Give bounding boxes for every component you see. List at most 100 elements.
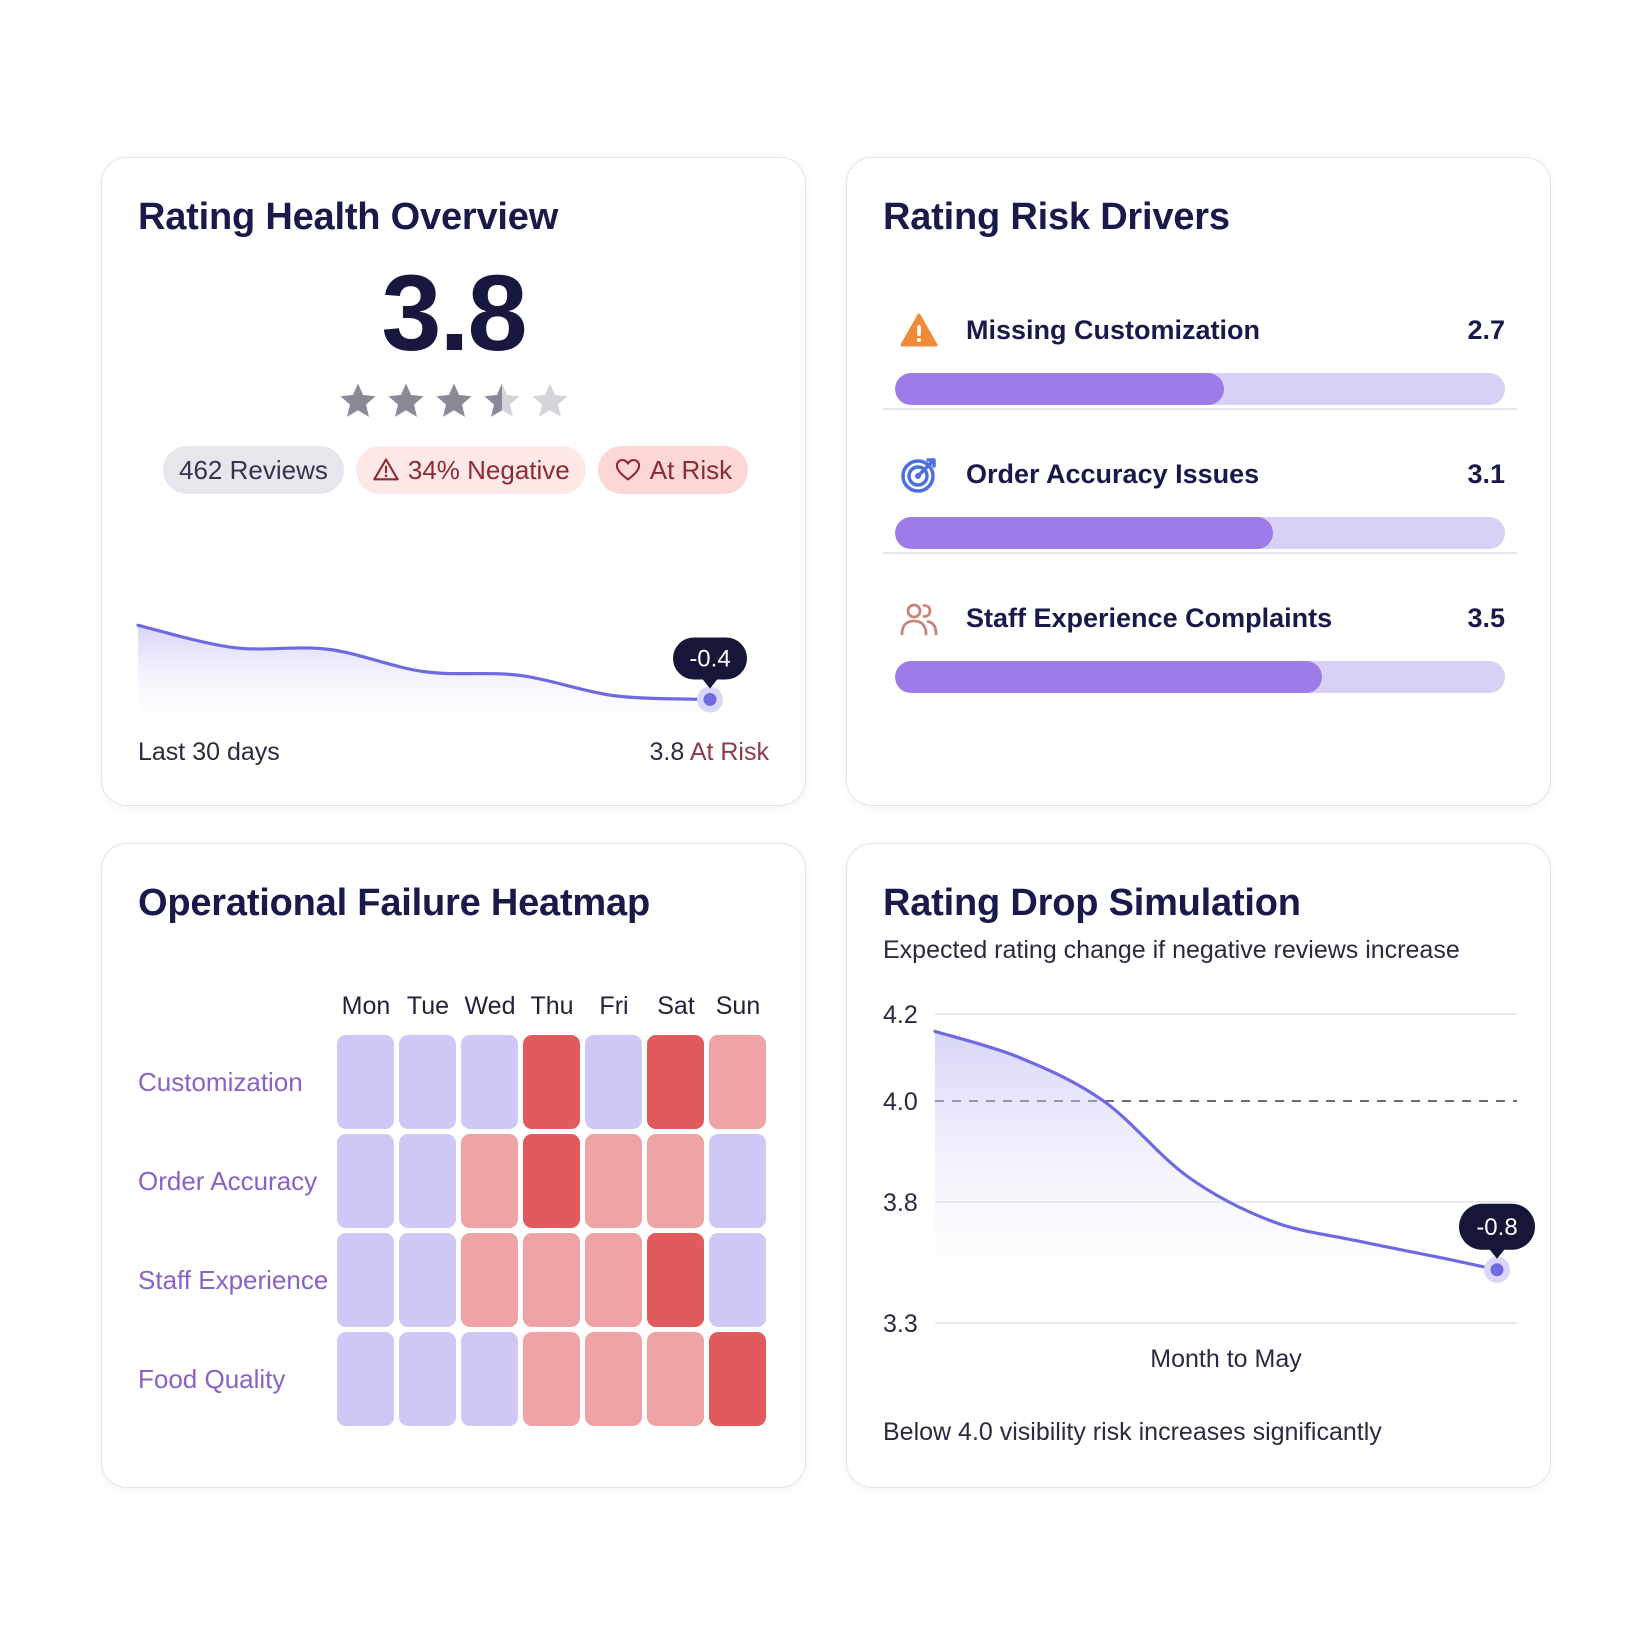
driver-order-accuracy: Order Accuracy Issues 3.1 xyxy=(883,427,1517,572)
heatmap-cell xyxy=(523,1134,580,1228)
simulation-line xyxy=(933,1029,1499,1272)
heatmap-cell xyxy=(647,1035,704,1129)
simulation-title: Rating Drop Simulation xyxy=(883,882,1301,924)
heatmap-cell xyxy=(337,1134,394,1228)
heatmap-day-label: Tue xyxy=(406,992,450,1020)
trend-area xyxy=(138,625,710,738)
simulation-delta-label: -0.8 xyxy=(1476,1214,1517,1241)
heatmap-cell xyxy=(461,1035,518,1129)
heatmap-row-label: Food Quality xyxy=(138,1364,286,1394)
star-icon xyxy=(484,383,519,417)
heatmap-day-label: Fri xyxy=(599,992,629,1020)
heatmap-card: Operational Failure Heatmap Mon Tue Wed Thu… xyxy=(101,843,806,1488)
driver-value: 2.7 xyxy=(1467,315,1505,345)
simulation-card: Rating Drop Simulation Expected rating c… xyxy=(846,843,1551,1488)
risk-drivers-title: Rating Risk Drivers xyxy=(883,196,1230,238)
rating-trend-chart: -0.4 xyxy=(136,623,747,738)
risk-drivers-card: Rating Risk Drivers Missing Customizatio… xyxy=(846,157,1551,806)
overall-rating: 3.8 xyxy=(381,252,527,373)
driver-bar-fill xyxy=(895,661,1322,693)
y-tick-label: 4.0 xyxy=(883,1088,918,1116)
rating-health-title: Rating Health Overview xyxy=(138,196,559,238)
heatmap-cell xyxy=(709,1035,766,1129)
trend-delta-label: -0.4 xyxy=(689,645,730,672)
heatmap-day-label: Sun xyxy=(715,992,761,1020)
star-icon xyxy=(388,383,423,417)
users-icon xyxy=(900,603,938,636)
warning-icon xyxy=(373,458,399,481)
driver-label: Staff Experience Complaints xyxy=(966,603,1333,633)
heatmap-cell xyxy=(523,1233,580,1327)
star-icon xyxy=(340,383,375,417)
negative-percent: 34% Negative xyxy=(407,454,570,485)
heatmap-cell xyxy=(709,1332,766,1426)
heart-icon xyxy=(615,459,640,481)
simulation-area xyxy=(935,1031,1497,1304)
star-rating xyxy=(102,380,805,422)
heatmap-cell xyxy=(337,1233,394,1327)
simulation-chart: 4.2 4.0 3.8 3.3 -0.8 Month to May xyxy=(883,1001,1535,1373)
heatmap-day-label: Thu xyxy=(530,992,574,1020)
heatmap-cell xyxy=(337,1332,394,1426)
heatmap-cell xyxy=(647,1233,704,1327)
rating-health-card: Rating Health Overview 3.8 462 Reviews 3… xyxy=(101,157,806,806)
trend-delta-tooltip: -0.4 xyxy=(673,637,747,689)
driver-bar-fill xyxy=(895,373,1225,405)
trend-endpoint xyxy=(703,692,717,706)
driver-label: Missing Customization xyxy=(966,315,1261,345)
risk-status: At Risk xyxy=(649,454,733,485)
driver-bar-track xyxy=(895,661,1505,693)
driver-bar-track xyxy=(895,517,1505,549)
heatmap-cell xyxy=(647,1134,704,1228)
heatmap-row-label: Staff Experience xyxy=(138,1265,329,1295)
y-tick-label: 3.8 xyxy=(883,1189,918,1217)
heatmap-row-label: Order Accuracy xyxy=(138,1166,318,1196)
heatmap-cell xyxy=(523,1332,580,1426)
heatmap-day-label: Sat xyxy=(657,992,695,1020)
trend-current-status: At Risk xyxy=(689,738,769,766)
target-icon xyxy=(901,458,936,493)
driver-value: 3.5 xyxy=(1467,603,1505,633)
x-axis-label: Month to May xyxy=(1150,1345,1302,1373)
driver-bar-fill xyxy=(895,517,1274,549)
heatmap-cell xyxy=(585,1233,642,1327)
divider xyxy=(883,408,1517,410)
heatmap-cell xyxy=(523,1035,580,1129)
driver-missing-customization: Missing Customization 2.7 xyxy=(883,283,1517,428)
heatmap-cell xyxy=(399,1035,456,1129)
simulation-subtitle: Expected rating change if negative revie… xyxy=(883,936,1460,964)
divider xyxy=(883,552,1517,554)
simulation-delta-tooltip: -0.8 xyxy=(1459,1203,1535,1259)
heatmap-day-label: Wed xyxy=(464,992,516,1020)
negative-badge: 34% Negative xyxy=(355,446,586,494)
heatmap-row-label: Customization xyxy=(138,1067,303,1097)
reviews-badge: 462 Reviews xyxy=(163,446,344,494)
heatmap-cell xyxy=(337,1035,394,1129)
trend-current-value: 3.8 xyxy=(649,738,685,766)
heatmap-cell xyxy=(461,1233,518,1327)
heatmap-cell xyxy=(399,1233,456,1327)
warning-icon xyxy=(900,313,938,347)
risk-badge: At Risk xyxy=(597,446,749,494)
star-icon xyxy=(532,383,567,417)
driver-staff-experience: Staff Experience Complaints 3.5 xyxy=(883,571,1517,716)
driver-label: Order Accuracy Issues xyxy=(966,459,1260,489)
driver-value: 3.1 xyxy=(1467,459,1505,489)
driver-bar-track xyxy=(895,373,1505,405)
y-tick-label: 3.3 xyxy=(883,1310,918,1338)
heatmap-cell xyxy=(399,1134,456,1228)
heatmap-cell xyxy=(709,1233,766,1327)
heatmap-cell xyxy=(585,1332,642,1426)
reviews-count: 462 Reviews xyxy=(179,454,328,485)
heatmap-title: Operational Failure Heatmap xyxy=(138,882,650,924)
heatmap-cell xyxy=(647,1332,704,1426)
heatmap-cell xyxy=(585,1035,642,1129)
star-icon xyxy=(436,383,471,417)
trend-period: Last 30 days xyxy=(138,738,280,766)
heatmap-cell xyxy=(461,1134,518,1228)
simulation-endpoint xyxy=(1490,1263,1504,1277)
heatmap-cell xyxy=(709,1134,766,1228)
simulation-note: Below 4.0 visibility risk increases sign… xyxy=(883,1418,1382,1446)
heatmap-cell xyxy=(399,1332,456,1426)
heatmap-cell xyxy=(461,1332,518,1426)
